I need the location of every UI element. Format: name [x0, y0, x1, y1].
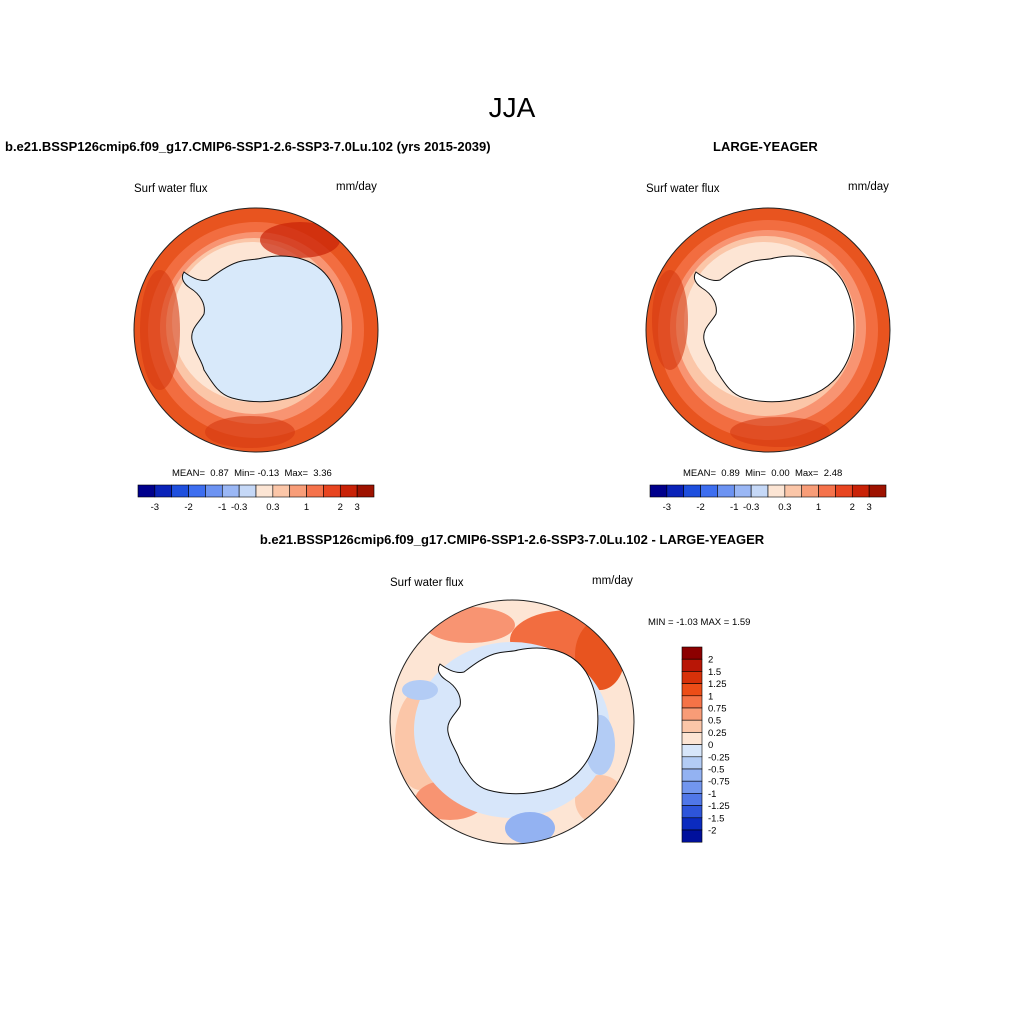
panel1-map [133, 207, 379, 453]
colorbar-tick-label: -1 [708, 789, 716, 800]
colorbar-box [681, 817, 703, 831]
colorbar-box [356, 484, 375, 498]
colorbar-box [306, 484, 324, 498]
colorbar-box [681, 732, 703, 745]
colorbar-box [681, 671, 703, 684]
colorbar-box [681, 683, 703, 697]
colorbar-box [733, 484, 752, 498]
colorbar-box [666, 484, 685, 498]
colorbar-tick-label: -0.3 [743, 502, 759, 513]
panel2-units: mm/day [848, 181, 889, 193]
colorbar-box [289, 484, 307, 498]
colorbar-box [205, 484, 223, 498]
colorbar-box [801, 484, 819, 498]
colorbar-tick-label: 1.25 [708, 679, 727, 690]
colorbar-tick-label: 0 [708, 740, 713, 751]
colorbar-tick-label: -0.25 [708, 752, 730, 763]
panel2-map [645, 207, 891, 453]
colorbar-box [818, 484, 836, 498]
panel1-variable: Surf water flux [134, 183, 208, 195]
panel1-colorbar: -3 -2 -1 -0.3 0.3 1 2 3 [137, 484, 375, 513]
colorbar-box [750, 484, 769, 498]
figure-title: JJA [488, 92, 536, 123]
colorbar-box [767, 484, 786, 498]
colorbar-tick-label: 0.25 [708, 728, 727, 739]
colorbar-box [851, 484, 870, 498]
colorbar-tick-label: -2 [708, 826, 716, 837]
panel2-title: LARGE-YEAGER [713, 139, 818, 154]
colorbar-box [188, 484, 206, 498]
colorbar-tick-label: -3 [151, 502, 159, 513]
panel3-title: b.e21.BSSP126cmip6.f09_g17.CMIP6-SSP1-2.… [259, 532, 765, 547]
colorbar-box [137, 484, 156, 498]
colorbar-box [171, 484, 189, 498]
colorbar-box [323, 484, 341, 498]
colorbar-tick-label: 2 [338, 502, 343, 513]
panel1-stats: MEAN= 0.87 Min= -0.13 Max= 3.36 [172, 468, 332, 479]
colorbar-box [238, 484, 257, 498]
colorbar-box [255, 484, 274, 498]
colorbar-tick-label: 1 [708, 691, 713, 702]
colorbar-box [154, 484, 173, 498]
colorbar-box [681, 695, 703, 709]
colorbar-tick-label: 3 [866, 502, 871, 513]
colorbar-box [835, 484, 853, 498]
colorbar-tick-label: -0.5 [708, 765, 724, 776]
colorbar-tick-label: 1 [304, 502, 309, 513]
colorbar-box [221, 484, 240, 498]
colorbar-tick-label: 0.3 [778, 502, 791, 513]
colorbar-box [681, 719, 703, 733]
colorbar-tick-label: 1.5 [708, 667, 721, 678]
colorbar-box [681, 744, 703, 758]
colorbar-tick-label: -1 [730, 502, 738, 513]
colorbar-box [681, 658, 703, 672]
colorbar-box [681, 756, 703, 770]
colorbar-tick-label: 1 [816, 502, 821, 513]
colorbar-box [681, 829, 703, 843]
colorbar-tick-label: -0.3 [231, 502, 247, 513]
colorbar-box [681, 780, 703, 794]
panel3-colorbar: 21.51.2510.750.50.250-0.25-0.5-0.75-1-1.… [681, 646, 730, 843]
panel1-units: mm/day [336, 181, 377, 193]
colorbar-box [683, 484, 701, 498]
colorbar-box [681, 793, 703, 806]
panel3-minmax: MIN = -1.03 MAX = 1.59 [648, 617, 751, 628]
panel2-colorbar: -3 -2 -1 -0.3 0.3 1 2 3 [649, 484, 887, 513]
colorbar-tick-label: -1.25 [708, 801, 730, 812]
colorbar-tick-label: 0.3 [266, 502, 279, 513]
colorbar-tick-label: 2 [850, 502, 855, 513]
panel2-stats: MEAN= 0.89 Min= 0.00 Max= 2.48 [683, 468, 843, 479]
colorbar-tick-label: -3 [663, 502, 671, 513]
colorbar-tick-label: 0.75 [708, 704, 727, 715]
colorbar-box [681, 805, 703, 819]
colorbar-box [681, 768, 703, 782]
colorbar-tick-label: 3 [354, 502, 359, 513]
colorbar-box [272, 484, 291, 498]
colorbar-box [681, 646, 703, 660]
colorbar-box [649, 484, 668, 498]
colorbar-tick-label: 2 [708, 655, 713, 666]
panel3-map [389, 599, 635, 845]
panel3-variable: Surf water flux [390, 577, 464, 589]
colorbar-box [339, 484, 358, 498]
panel3-units: mm/day [592, 575, 633, 587]
colorbar-box [784, 484, 803, 498]
colorbar-box [717, 484, 735, 498]
panel1-title: b.e21.BSSP126cmip6.f09_g17.CMIP6-SSP1-2.… [5, 139, 491, 154]
colorbar-tick-label: -2 [184, 502, 192, 513]
colorbar-tick-label: -0.75 [708, 777, 730, 788]
colorbar-tick-label: 0.5 [708, 716, 721, 727]
colorbar-box [868, 484, 887, 498]
colorbar-tick-label: -1 [218, 502, 226, 513]
panel2-variable: Surf water flux [646, 183, 720, 195]
colorbar-box [700, 484, 718, 498]
colorbar-tick-label: -1.5 [708, 813, 724, 824]
colorbar-box [681, 707, 703, 721]
colorbar-tick-label: -2 [696, 502, 704, 513]
